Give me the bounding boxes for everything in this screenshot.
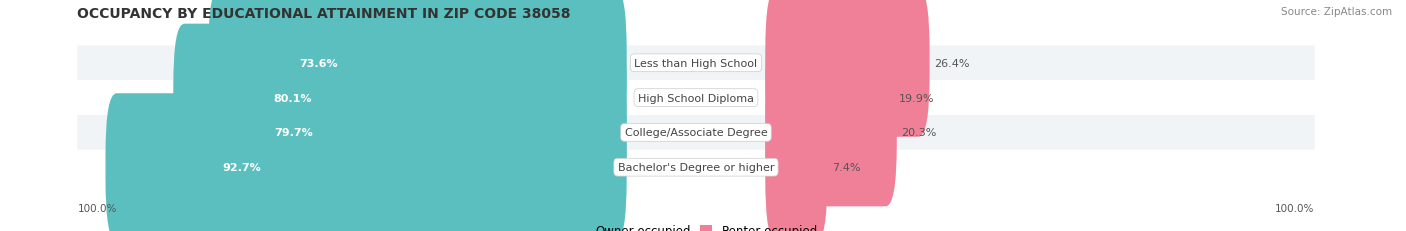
FancyBboxPatch shape — [765, 0, 929, 137]
Text: 73.6%: 73.6% — [299, 58, 337, 69]
FancyBboxPatch shape — [77, 150, 1315, 185]
FancyBboxPatch shape — [173, 24, 627, 172]
Text: 19.9%: 19.9% — [898, 93, 935, 103]
FancyBboxPatch shape — [77, 116, 1315, 150]
Text: College/Associate Degree: College/Associate Degree — [624, 128, 768, 138]
Text: 20.3%: 20.3% — [901, 128, 936, 138]
Text: Bachelor's Degree or higher: Bachelor's Degree or higher — [617, 162, 775, 173]
FancyBboxPatch shape — [176, 59, 627, 207]
FancyBboxPatch shape — [77, 81, 1315, 116]
Text: Source: ZipAtlas.com: Source: ZipAtlas.com — [1281, 7, 1392, 17]
FancyBboxPatch shape — [77, 46, 1315, 81]
Text: OCCUPANCY BY EDUCATIONAL ATTAINMENT IN ZIP CODE 38058: OCCUPANCY BY EDUCATIONAL ATTAINMENT IN Z… — [77, 7, 571, 21]
Text: 100.0%: 100.0% — [77, 203, 117, 213]
Text: 7.4%: 7.4% — [832, 162, 860, 173]
FancyBboxPatch shape — [765, 24, 894, 172]
Text: 100.0%: 100.0% — [1275, 203, 1315, 213]
Text: High School Diploma: High School Diploma — [638, 93, 754, 103]
FancyBboxPatch shape — [765, 94, 827, 231]
Text: 79.7%: 79.7% — [274, 128, 314, 138]
Text: 26.4%: 26.4% — [934, 58, 970, 69]
Text: Less than High School: Less than High School — [634, 58, 758, 69]
Legend: Owner-occupied, Renter-occupied: Owner-occupied, Renter-occupied — [569, 219, 823, 231]
FancyBboxPatch shape — [765, 59, 897, 207]
Text: 92.7%: 92.7% — [222, 162, 260, 173]
FancyBboxPatch shape — [208, 0, 627, 137]
Text: 80.1%: 80.1% — [273, 93, 312, 103]
FancyBboxPatch shape — [105, 94, 627, 231]
